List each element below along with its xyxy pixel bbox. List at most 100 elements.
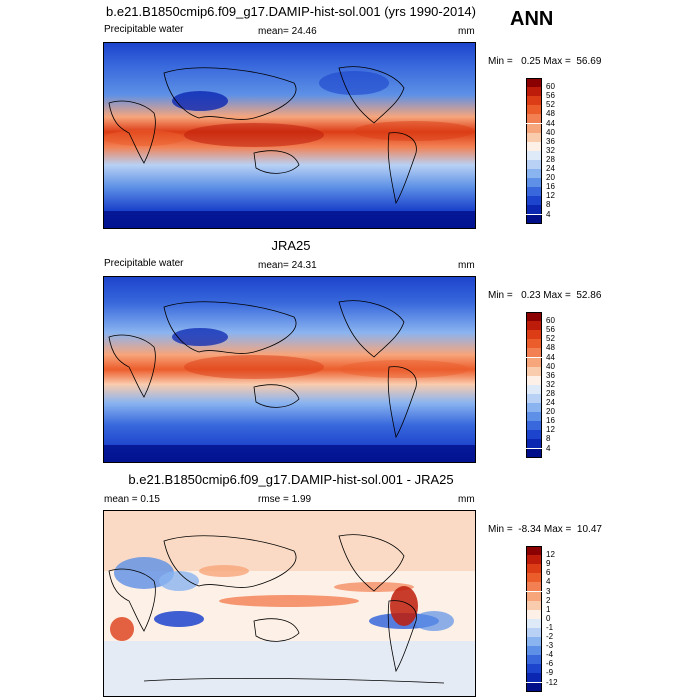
colorbar-swatch — [526, 123, 542, 133]
colorbar-tick-label: 56 — [546, 91, 555, 101]
panel1-colorbar: 60 56 52 48 44 40 36 32 28 24 20 16 12 8 4 — [526, 78, 586, 224]
colorbar-swatch — [526, 205, 542, 215]
colorbar-swatch — [526, 546, 542, 556]
colorbar-swatch — [526, 366, 542, 376]
panel2-colorbar: 60 56 52 48 44 40 36 32 28 24 20 16 12 8 4 — [526, 312, 586, 458]
colorbar-tick-label: 12 — [546, 191, 555, 201]
colorbar-tick-label: 2 — [546, 595, 551, 605]
colorbar-tick-label: -4 — [546, 650, 554, 660]
colorbar-tick-label: 12 — [546, 425, 555, 435]
colorbar-swatch — [526, 384, 542, 394]
colorbar-swatch — [526, 403, 542, 413]
panel2-colorbar-swatches: 60 56 52 48 44 40 36 32 28 24 20 16 12 8 4 — [526, 312, 586, 458]
panel1-title: b.e21.B1850cmip6.f09_g17.DAMIP-hist-sol.… — [106, 4, 476, 19]
colorbar-tick-label: 48 — [546, 109, 555, 119]
colorbar-tick-label: 16 — [546, 182, 555, 192]
colorbar-swatch — [526, 673, 542, 683]
panel3-map — [103, 510, 476, 697]
colorbar-tick-label: 60 — [546, 82, 555, 92]
colorbar-swatch — [526, 150, 542, 160]
colorbar-tick-label: 3 — [546, 586, 551, 596]
panel1-mean-label: mean= — [258, 26, 289, 37]
panel3-mean: mean = 0.15 — [104, 494, 160, 505]
colorbar-swatch — [526, 591, 542, 601]
panel3-units: mm — [458, 494, 475, 505]
panel2-mean-value: 24.31 — [291, 260, 317, 271]
colorbar-tick-label: 4 — [546, 443, 551, 453]
colorbar-swatch — [526, 682, 542, 692]
panel3-mean-value: 0.15 — [140, 494, 160, 505]
colorbar-tick-label: 4 — [546, 577, 551, 587]
colorbar-tick-label: 28 — [546, 154, 555, 164]
colorbar-tick-label: -1 — [546, 622, 554, 632]
colorbar-tick-label: 36 — [546, 370, 555, 380]
panel2-variable: Precipitable water — [104, 258, 184, 269]
panel1-units: mm — [458, 26, 475, 37]
colorbar-swatch — [526, 87, 542, 97]
panel3-minmax: Min = -8.34 Max = 10.47 — [488, 524, 602, 535]
colorbar-tick-label: 24 — [546, 398, 555, 407]
colorbar-swatch — [526, 393, 542, 403]
colorbar-swatch — [526, 582, 542, 592]
colorbar-swatch — [526, 159, 542, 169]
colorbar-swatch — [526, 655, 542, 665]
season-label: ANN — [510, 8, 554, 30]
panel3-colorbar: 12 9 6 4 3 2 1 0 -1 -2 -3 -4 -6 -9 -12 — [526, 546, 586, 692]
panel3-mean-label: mean = — [104, 494, 138, 505]
colorbar-tick-label: 52 — [546, 100, 555, 110]
panel3-rmse-label: rmse = — [258, 494, 289, 505]
panel1-minmax: Min = 0.25 Max = 56.69 — [488, 56, 602, 67]
panel2-map — [103, 276, 476, 463]
panel1-variable: Precipitable water — [104, 24, 184, 35]
colorbar-swatch — [526, 421, 542, 431]
colorbar-swatch — [526, 178, 542, 188]
colorbar-swatch — [526, 312, 542, 322]
colorbar-swatch — [526, 664, 542, 674]
colorbar-tick-label: 52 — [546, 334, 555, 344]
colorbar-tick-label: 16 — [546, 416, 555, 426]
colorbar-tick-label: 40 — [546, 361, 555, 371]
colorbar-tick-label: 48 — [546, 343, 555, 353]
panel2-mean-label: mean= — [258, 260, 289, 271]
colorbar-tick-label: 36 — [546, 136, 555, 146]
panel2-minmax: Min = 0.23 Max = 52.86 — [488, 290, 602, 301]
panel3-rmse: rmse = 1.99 — [258, 494, 311, 505]
colorbar-swatch — [526, 96, 542, 106]
colorbar-tick-label: 20 — [546, 407, 555, 417]
colorbar-swatch — [526, 375, 542, 385]
colorbar-tick-label: 44 — [546, 352, 555, 362]
panel2-units: mm — [458, 260, 475, 271]
panel3-rmse-value: 1.99 — [291, 494, 312, 505]
colorbar-swatch — [526, 412, 542, 422]
colorbar-tick-label: 24 — [546, 164, 555, 173]
panel2-mean: mean= 24.31 — [258, 260, 317, 271]
colorbar-swatch — [526, 169, 542, 179]
colorbar-tick-label: 60 — [546, 316, 555, 326]
panel1-colorbar-swatches: 60 56 52 48 44 40 36 32 28 24 20 16 12 8 4 — [526, 78, 586, 224]
colorbar-swatch — [526, 646, 542, 656]
colorbar-swatch — [526, 214, 542, 224]
colorbar-swatch — [526, 78, 542, 88]
colorbar-tick-label: 8 — [546, 200, 551, 210]
colorbar-swatch — [526, 330, 542, 340]
panel1-map — [103, 42, 476, 229]
colorbar-swatch — [526, 339, 542, 349]
colorbar-tick-label: 56 — [546, 325, 555, 335]
colorbar-tick-label: -2 — [546, 632, 554, 641]
colorbar-tick-label: 28 — [546, 388, 555, 398]
colorbar-swatch — [526, 564, 542, 574]
colorbar-tick-label: 12 — [546, 550, 555, 560]
panel2-field — [104, 277, 475, 462]
panel1-mean: mean= 24.46 — [258, 26, 317, 37]
colorbar-swatch — [526, 618, 542, 628]
colorbar-swatch — [526, 573, 542, 583]
colorbar-tick-label: 0 — [546, 613, 551, 623]
panel2-title: JRA25 — [271, 238, 311, 253]
colorbar-swatch — [526, 609, 542, 619]
colorbar-tick-label: 32 — [546, 145, 555, 155]
colorbar-tick-label: 6 — [546, 568, 551, 578]
colorbar-tick-label: 9 — [546, 559, 551, 569]
panel3-field — [104, 511, 475, 696]
colorbar-swatch — [526, 637, 542, 647]
colorbar-swatch — [526, 196, 542, 206]
